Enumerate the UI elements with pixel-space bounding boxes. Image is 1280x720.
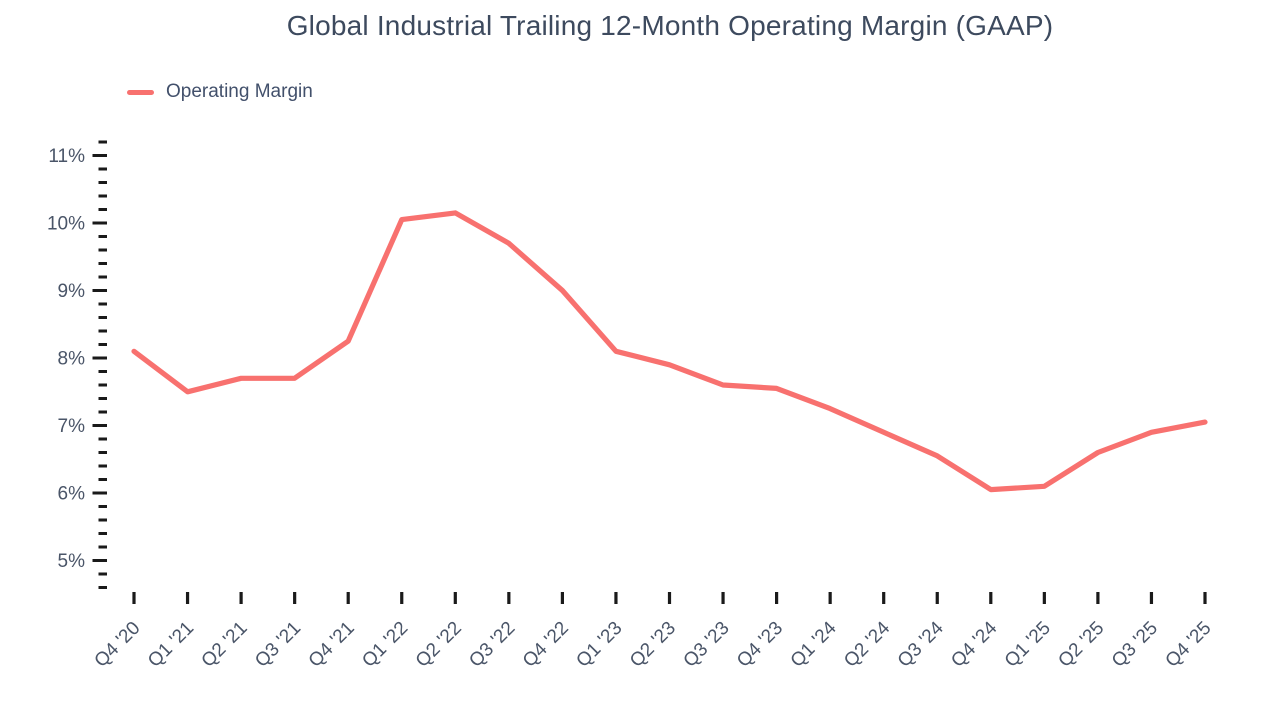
x-axis-tick-label: Q2 '23 (626, 618, 680, 672)
x-axis-tick-label: Q1 '24 (787, 617, 841, 671)
x-axis-tick-label: Q3 '23 (680, 618, 734, 672)
x-axis-tick-label: Q2 '24 (840, 617, 894, 671)
x-axis-tick-label: Q4 '23 (733, 618, 787, 672)
x-axis-tick-label: Q4 '21 (305, 618, 359, 672)
y-axis-tick-label: 6% (58, 484, 86, 505)
x-axis-tick-label: Q4 '24 (947, 617, 1001, 671)
series-line-operating-margin (131, 210, 1208, 493)
x-axis-tick-label: Q4 '25 (1162, 618, 1216, 672)
x-axis-tick-label: Q4 '22 (519, 618, 573, 672)
legend-series-label: Operating Margin (166, 81, 313, 102)
x-axis-tick-label: Q4 '20 (91, 618, 145, 672)
y-axis-tick-label: 10% (47, 214, 85, 235)
y-axis-tick-label: 8% (58, 349, 86, 370)
x-axis-tick-label: Q1 '23 (572, 618, 626, 672)
x-axis-tick-label: Q1 '21 (144, 618, 198, 672)
x-axis-tick-label: Q3 '21 (251, 618, 305, 672)
chart-title: Global Industrial Trailing 12-Month Oper… (286, 10, 1054, 41)
y-axis-tick-label: 5% (58, 551, 86, 572)
y-axis-tick-label: 11% (48, 146, 85, 167)
legend-line-swatch-icon (127, 89, 154, 95)
x-axis-tick-label: Q2 '25 (1054, 618, 1108, 672)
y-axis-tick-label: 9% (58, 281, 86, 302)
x-axis-tick-label: Q1 '22 (358, 618, 412, 672)
x-axis-tick-label: Q3 '25 (1108, 618, 1162, 672)
x-axis-tick-label: Q2 '21 (198, 618, 252, 672)
x-axis-tick-label: Q1 '25 (1001, 618, 1055, 672)
y-axis-tick-label: 7% (58, 416, 86, 437)
x-axis: Q4 '20 Q1 '21 Q2 '21 Q3 '21 Q4 '21 Q1 '22 Q2 '… (91, 592, 1216, 672)
y-axis: 11% 10% 9% 8% 7% 6% 5% (47, 140, 107, 589)
x-axis-tick-label: Q3 '24 (894, 617, 948, 671)
x-axis-tick-label: Q3 '22 (465, 618, 519, 672)
x-axis-tick-label: Q2 '22 (412, 618, 466, 672)
legend: Operating Margin (127, 81, 313, 103)
